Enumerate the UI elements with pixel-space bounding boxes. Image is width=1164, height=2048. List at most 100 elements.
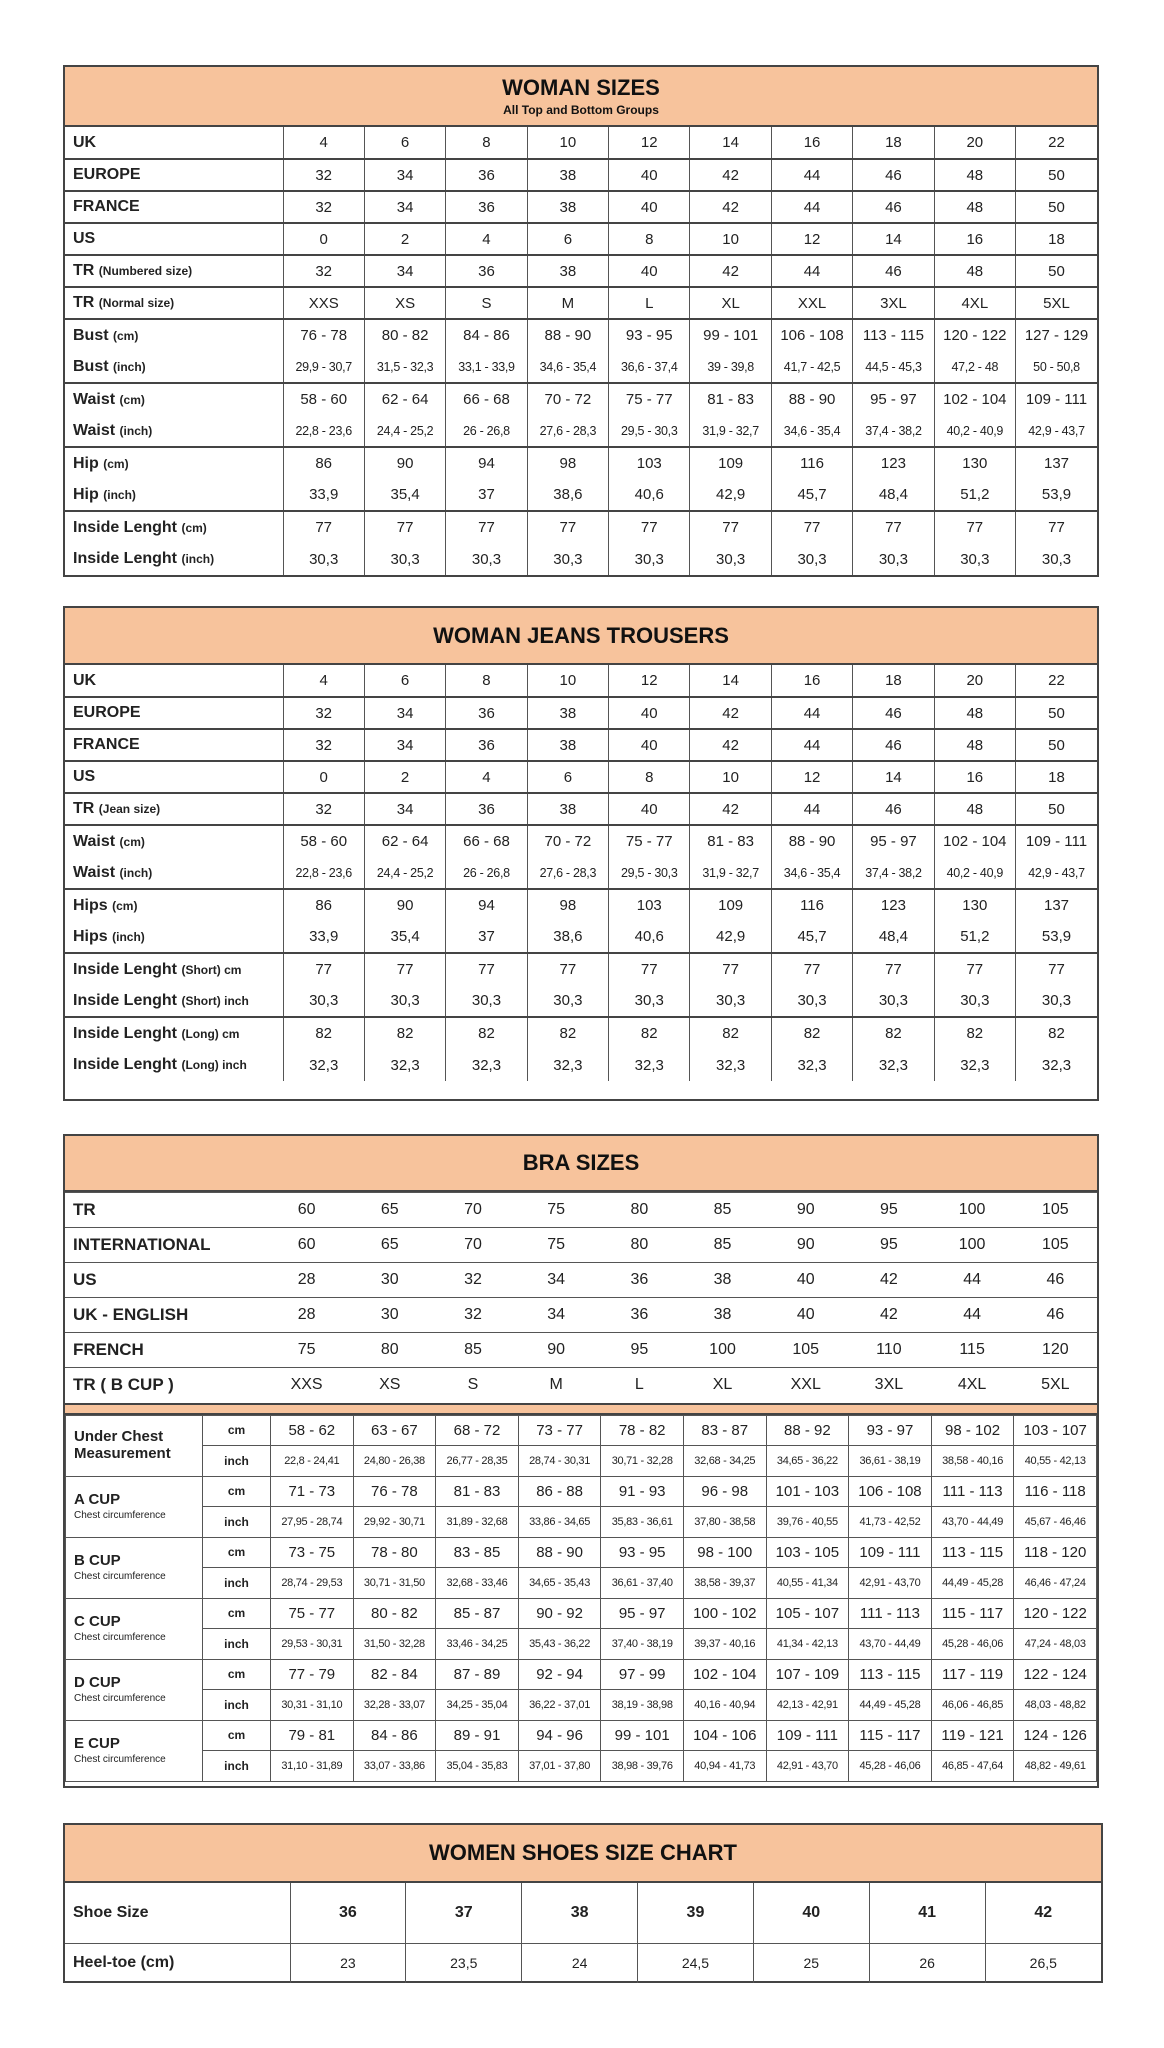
table-cell: 30,3 — [1015, 985, 1097, 1017]
table-cell: 90 — [514, 1332, 598, 1368]
table-row: Waist (inch) 22,8 - 23,6 24,4 - 25,2 26 - 2… — [65, 857, 1097, 889]
table-cell: 31,89 - 32,68 — [435, 1506, 519, 1538]
table-cell: 88 - 90 — [770, 382, 853, 415]
table-cell: 24,80 - 26,38 — [352, 1445, 437, 1477]
table-cell: 45,67 - 46,46 — [1013, 1506, 1097, 1538]
table-cell: 30,3 — [852, 985, 935, 1017]
table-cell: 75 - 77 — [608, 382, 690, 415]
table-cell: 28 — [265, 1297, 349, 1333]
table-cell: 40 — [608, 254, 690, 287]
table-cell: 53,9 — [1015, 479, 1097, 511]
table-cell: 120 - 122 — [1013, 1597, 1097, 1629]
table-cell: 48,4 — [852, 479, 935, 511]
table-cell: 32 — [282, 158, 365, 191]
table-cell: 30,3 — [282, 985, 365, 1017]
row-label-text: Hip — [73, 454, 99, 472]
table-cell: 92 - 94 — [517, 1658, 602, 1690]
table-cell: 36 — [445, 190, 528, 223]
table-cell: 90 - 92 — [517, 1597, 602, 1629]
cup-label-text: A CUP — [74, 1490, 121, 1508]
table-cell: 106 - 108 — [848, 1475, 932, 1507]
table-row: Inside Lenght (Long) cm 82 82 82 82 82 82 82 82 8… — [65, 1016, 1097, 1049]
table-cell: 130 — [933, 888, 1016, 921]
row-label: UK — [65, 665, 283, 697]
row-label: INTERNATIONAL — [65, 1227, 265, 1263]
table-cell: 44,5 - 45,3 — [852, 351, 935, 383]
table-cell: 35,04 - 35,83 — [435, 1750, 519, 1782]
table-row: C CUP Chest circumference cm 75 - 77 80 - 82… — [65, 1597, 1097, 1660]
table-cell: 30,3 — [689, 543, 772, 575]
table-cell: 28 — [265, 1262, 349, 1298]
table-cell: 127 - 129 — [1015, 318, 1097, 351]
table-cell: XS — [348, 1367, 432, 1403]
table-cell: 36 — [597, 1297, 681, 1333]
table-cell: 30,71 - 31,50 — [352, 1567, 437, 1599]
table-cell: 36 — [445, 792, 528, 825]
unit-label: cm — [202, 1719, 271, 1751]
table-cell: 32,68 - 34,25 — [682, 1445, 767, 1477]
row-label-unit: (cm) — [119, 834, 145, 849]
table-cell: 35,43 - 36,22 — [517, 1628, 602, 1660]
table-cell: 35,4 — [363, 479, 446, 511]
table-cell: 63 - 67 — [352, 1414, 437, 1446]
table-cell: 4 — [445, 222, 528, 255]
table-cell: 90 — [363, 888, 446, 921]
table-cell: 75 — [265, 1332, 349, 1368]
table-cell: 70 — [431, 1227, 515, 1263]
table-cell: 30,3 — [445, 543, 528, 575]
row-label-text: UK — [73, 133, 97, 151]
row-label-text: Hips — [73, 896, 108, 914]
jeans-header: WOMAN JEANS TROUSERS — [65, 608, 1097, 665]
table-cell: 118 - 120 — [1013, 1536, 1097, 1568]
table-cell: 122 - 124 — [1013, 1658, 1097, 1690]
table-cell: 30 — [348, 1297, 432, 1333]
table-cell: 81 - 83 — [435, 1475, 519, 1507]
table-cell: 30,3 — [526, 543, 609, 575]
row-label: US — [65, 760, 283, 793]
table-cell: 8 — [608, 760, 690, 793]
table-cell: 120 - 122 — [933, 318, 1016, 351]
table-cell: 77 — [770, 510, 853, 543]
cup-label: E CUP Chest circumference — [65, 1719, 203, 1782]
table-cell: 18 — [852, 665, 935, 697]
table-cell: 30,3 — [363, 543, 446, 575]
table-cell: 30,3 — [1015, 543, 1097, 575]
row-label-unit: (cm) — [113, 328, 139, 343]
table-cell: 58 - 60 — [282, 382, 365, 415]
table-cell: 32,3 — [363, 1049, 446, 1081]
row-label: Heel-toe (cm) — [65, 1942, 290, 1983]
table-row: Inside Lenght (cm) 77 77 77 77 77 77 77 77 77 77 — [65, 510, 1097, 543]
cup-label-text: E CUP — [74, 1734, 120, 1752]
table-cell: 91 - 93 — [600, 1475, 684, 1507]
table-cell: 32 — [431, 1262, 515, 1298]
table-cell: 77 — [1015, 510, 1097, 543]
table-cell: 119 - 121 — [930, 1719, 1015, 1751]
row-label-text: TR — [73, 294, 95, 311]
table-cell: 117 - 119 — [930, 1658, 1015, 1690]
row-label-text: TR — [73, 800, 95, 817]
cup-caption: Chest circumference — [74, 1754, 166, 1766]
table-row: US 0 2 4 6 8 10 12 14 16 18 — [65, 222, 1097, 255]
table-cell: 22,8 - 24,41 — [270, 1445, 354, 1477]
bra-divider — [65, 1402, 1097, 1415]
table-cell: 32,3 — [445, 1049, 528, 1081]
table-row: UK 4 6 8 10 12 14 16 18 20 22 — [65, 127, 1097, 159]
table-cell: 137 — [1015, 888, 1097, 921]
row-label-unit: (inch) — [113, 359, 146, 374]
table-cell: 0 — [282, 222, 365, 255]
table-cell: 43,70 - 44,49 — [930, 1506, 1015, 1538]
table-cell: 111 - 113 — [848, 1597, 932, 1629]
table-cell: 77 — [608, 952, 690, 985]
table-cell: 77 — [282, 510, 365, 543]
row-label: UK - ENGLISH — [65, 1297, 265, 1333]
table-cell: 36,61 - 38,19 — [848, 1445, 932, 1477]
table-cell: 105 — [1013, 1227, 1097, 1263]
table-cell: 26 — [868, 1942, 986, 1983]
row-label-unit: (Short) cm — [181, 962, 242, 977]
cup-label: D CUP Chest circumference — [65, 1658, 203, 1721]
table-cell: 33,07 - 33,86 — [352, 1750, 437, 1782]
row-label-unit: (Normal size) — [98, 296, 175, 310]
table-cell: 73 - 77 — [517, 1414, 602, 1446]
table-row: FRENCH 75 80 85 90 95 100 105 110 115 120 — [65, 1332, 1097, 1368]
table-cell: 48 — [933, 158, 1016, 191]
